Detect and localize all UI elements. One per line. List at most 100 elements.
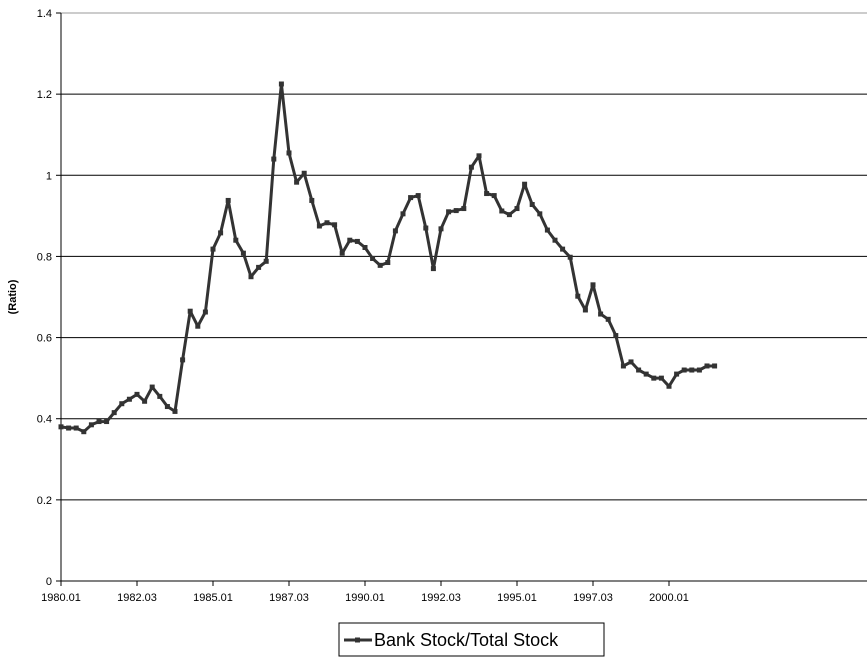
data-point — [484, 191, 490, 197]
series-line — [60, 82, 715, 434]
data-point — [590, 282, 596, 288]
data-point — [134, 391, 140, 397]
data-point — [658, 375, 664, 381]
x-tick-label: 1987.03 — [269, 592, 309, 604]
data-point — [66, 425, 72, 431]
data-point — [423, 225, 429, 231]
data-point — [453, 208, 459, 214]
data-point — [430, 266, 436, 272]
x-tick-label: 1990.01 — [345, 592, 385, 604]
data-point — [598, 311, 604, 317]
data-point — [476, 153, 482, 159]
data-point — [567, 254, 573, 260]
data-point — [271, 156, 277, 162]
data-point — [58, 424, 64, 430]
data-point — [339, 250, 345, 256]
x-tick-label: 1982.03 — [117, 592, 157, 604]
y-axis-title: (Ratio) — [7, 279, 19, 314]
data-point — [408, 195, 414, 201]
data-point — [491, 193, 497, 199]
data-point — [218, 230, 224, 236]
data-point — [286, 150, 292, 156]
y-tick-label: 0.2 — [37, 495, 52, 507]
data-point — [522, 181, 528, 187]
data-point — [438, 226, 444, 232]
data-point — [301, 170, 307, 176]
data-point — [111, 410, 117, 416]
legend-point-marker — [355, 637, 360, 643]
data-point — [620, 363, 626, 369]
data-point — [674, 371, 680, 377]
x-tick-label: 1995.01 — [497, 592, 537, 604]
data-point — [126, 396, 132, 402]
y-tick-label: 1.2 — [37, 89, 52, 101]
data-point — [415, 193, 421, 199]
data-point — [651, 375, 657, 381]
series-group — [58, 81, 718, 435]
data-point — [552, 237, 558, 243]
y-tick-label: 0.8 — [37, 251, 52, 263]
data-point — [704, 363, 710, 369]
data-point — [575, 293, 581, 299]
data-point — [324, 220, 330, 226]
data-point — [506, 212, 512, 218]
y-tick-label: 0.6 — [37, 333, 52, 345]
y-tick-label: 0.4 — [37, 414, 52, 426]
data-point — [88, 422, 94, 428]
data-point — [81, 429, 87, 435]
data-point — [613, 333, 619, 339]
data-point — [400, 211, 406, 217]
data-point — [73, 425, 79, 431]
data-point — [263, 258, 269, 264]
data-point — [225, 197, 231, 203]
data-point — [119, 401, 125, 407]
data-point — [605, 316, 611, 322]
data-point — [256, 264, 262, 270]
data-point — [96, 419, 102, 425]
data-point — [104, 419, 110, 425]
data-point — [537, 211, 543, 217]
data-point — [696, 367, 702, 373]
data-point — [149, 384, 155, 390]
data-point — [681, 367, 687, 373]
data-point — [392, 228, 398, 234]
x-tick-label: 1980.01 — [41, 592, 81, 604]
y-tick-label: 1 — [46, 170, 52, 182]
data-point — [187, 308, 193, 314]
data-point — [529, 201, 535, 207]
data-point — [362, 245, 368, 251]
data-point — [157, 393, 163, 399]
data-point — [544, 227, 550, 233]
data-point — [309, 197, 315, 203]
y-tick-label: 1.4 — [37, 8, 52, 20]
x-tick-label: 1985.01 — [193, 592, 233, 604]
data-point — [514, 206, 520, 212]
legend-box — [338, 622, 605, 657]
data-point — [210, 246, 216, 252]
legend: Bank Stock/Total Stock — [338, 622, 605, 657]
y-tick-label: 0 — [46, 576, 52, 588]
x-axis: 1980.01 1982.03 1985.01 1987.03 1990.01 1992.… — [41, 580, 867, 604]
data-point — [461, 206, 467, 212]
data-point — [468, 164, 474, 170]
data-point — [240, 250, 246, 256]
data-point — [377, 262, 383, 268]
data-point — [712, 363, 718, 369]
data-point — [180, 357, 186, 363]
data-point — [446, 209, 452, 215]
data-point — [636, 367, 642, 373]
data-point — [294, 179, 300, 185]
data-point — [164, 404, 170, 410]
data-point — [195, 323, 201, 329]
data-point — [666, 383, 672, 389]
x-tick-label: 2000.01 — [649, 592, 689, 604]
data-point — [689, 367, 695, 373]
data-point — [233, 237, 239, 243]
data-point — [354, 238, 360, 244]
data-point — [643, 371, 649, 377]
data-point — [385, 260, 391, 266]
y-axis: 0 0.2 0.4 0.6 0.8 1 1.2 1.4 — [37, 8, 62, 588]
data-point — [332, 222, 338, 228]
data-point — [370, 255, 376, 261]
